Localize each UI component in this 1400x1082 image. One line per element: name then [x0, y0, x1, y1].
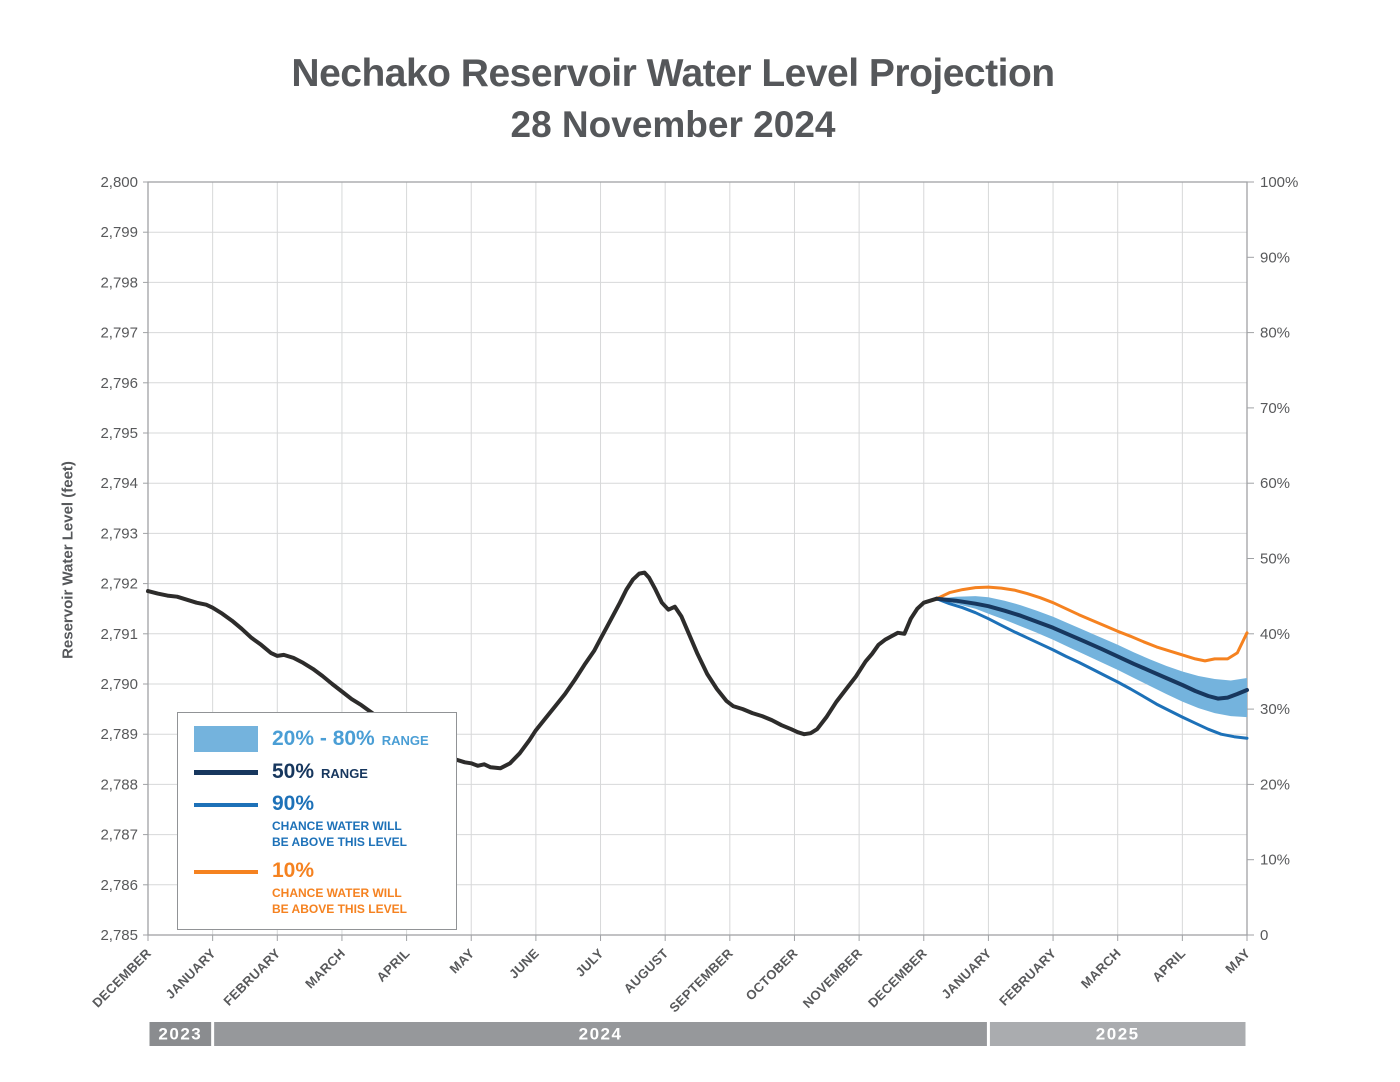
year-band-2023 — [149, 1022, 212, 1046]
y-left-tick-label: 2,800 — [100, 174, 138, 191]
y-right-tick-label: 20% — [1260, 776, 1290, 793]
legend-item-p10: 10% CHANCE WATER WILL BE ABOVE THIS LEVE… — [194, 859, 440, 917]
y-left-tick-label: 2,798 — [100, 274, 138, 291]
y-left-tick-label: 2,791 — [100, 626, 138, 643]
y-left-tick-label: 2,788 — [100, 776, 138, 793]
x-tick-label: JULY — [573, 946, 607, 980]
x-tick-label: MAY — [447, 946, 478, 977]
legend: 20% - 80% RANGE 50% RANGE 90% CHANCE WATER… — [177, 712, 457, 931]
legend-p10-desc-line2: BE ABOVE THIS LEVEL — [272, 901, 407, 916]
x-tick-label: JANUARY — [938, 946, 994, 1002]
y-left-tick-label: 2,796 — [100, 375, 138, 392]
p10-line-swatch — [194, 870, 258, 875]
series-range_20_80 — [936, 596, 1247, 718]
legend-p90-desc: CHANCE WATER WILL BE ABOVE THIS LEVEL — [272, 819, 407, 850]
y-right-tick-label: 50% — [1260, 551, 1290, 568]
chart-title: Nechako Reservoir Water Level Projection — [291, 52, 1055, 95]
y-left-tick-label: 2,795 — [100, 425, 138, 442]
legend-item-p90: 90% CHANCE WATER WILL BE ABOVE THIS LEVE… — [194, 792, 440, 850]
x-tick-label: FEBRUARY — [220, 946, 283, 1009]
legend-p50-text: 50% RANGE — [272, 760, 368, 784]
y-left-tick-label: 2,794 — [100, 475, 138, 492]
x-tick-label: SEPTEMBER — [666, 945, 736, 1015]
y-left-tick-label: 2,786 — [100, 877, 138, 894]
x-tick-label: AUGUST — [621, 946, 672, 997]
y-right-tick-label: 10% — [1260, 852, 1290, 869]
x-tick-label: MARCH — [302, 946, 348, 992]
legend-range-suffix: RANGE — [381, 733, 429, 748]
year-band-2024 — [214, 1022, 987, 1046]
year-bands: 2023 2024 2025 — [149, 1022, 1246, 1046]
series-p90 — [935, 597, 1249, 740]
legend-p90-label: 90% — [272, 792, 315, 815]
year-band-label: 2025 — [1096, 1025, 1140, 1044]
x-tick-label: FEBRUARY — [996, 946, 1059, 1009]
chart-title-block: Nechako Reservoir Water Level Projection… — [0, 52, 1346, 146]
x-tick-label: APRIL — [373, 946, 412, 985]
y-left-tick-label: 2,793 — [100, 525, 138, 542]
x-tick-label: JUNE — [506, 946, 542, 982]
legend-p50-suffix: RANGE — [321, 766, 368, 781]
legend-p50-label: 50% — [272, 760, 315, 783]
range-band-swatch — [194, 726, 258, 752]
y-right-tick-label: 60% — [1260, 475, 1290, 492]
legend-range-text: 20% - 80% RANGE — [272, 727, 429, 751]
chart-subtitle: 28 November 2024 — [510, 104, 836, 145]
p90-line-swatch — [194, 803, 258, 807]
legend-p10-text: 10% CHANCE WATER WILL BE ABOVE THIS LEVE… — [272, 859, 407, 917]
x-tick-label: DECEMBER — [89, 945, 154, 1010]
series-p10 — [935, 585, 1249, 663]
x-tick-label: APRIL — [1149, 946, 1188, 985]
legend-p10-desc: CHANCE WATER WILL BE ABOVE THIS LEVEL — [272, 886, 407, 917]
y-left-tick-label: 2,787 — [100, 827, 138, 844]
y-left-tick-label: 2,797 — [100, 325, 138, 342]
y-left-tick-label: 2,792 — [100, 576, 138, 593]
series-group — [146, 570, 1249, 771]
p50-line-swatch — [194, 769, 258, 775]
series-historical — [146, 570, 939, 771]
y-left-tick-label: 2,790 — [100, 676, 138, 693]
year-band-2025 — [989, 1022, 1246, 1046]
legend-range-label: 20% - 80% — [272, 727, 375, 750]
y-right-tick-label: 30% — [1260, 701, 1290, 718]
y-right-tick-label: 70% — [1260, 400, 1290, 417]
x-tick-label: JANUARY — [163, 946, 219, 1002]
year-band-label: 2023 — [158, 1025, 202, 1044]
x-tick-label: DECEMBER — [865, 945, 930, 1010]
y-right-tick-label: 100% — [1260, 174, 1298, 191]
y-right-tick-label: 40% — [1260, 626, 1290, 643]
y-right-tick-label: 0 — [1260, 927, 1268, 944]
y-right-tick-label: 90% — [1260, 249, 1290, 266]
x-tick-label: MAY — [1222, 946, 1253, 977]
y-left-tick-label: 2,789 — [100, 726, 138, 743]
legend-p90-desc-line2: BE ABOVE THIS LEVEL — [272, 834, 407, 849]
y-left-tick-label: 2,799 — [100, 224, 138, 241]
x-tick-label: OCTOBER — [743, 945, 801, 1003]
y-left-tick-label: 2,785 — [100, 927, 138, 944]
legend-p90-desc-line1: CHANCE WATER WILL — [272, 819, 402, 833]
legend-p10-label: 10% — [272, 859, 315, 883]
year-band-label: 2024 — [579, 1025, 623, 1044]
legend-p10-desc-line1: CHANCE WATER WILL — [272, 886, 402, 901]
x-tick-label: NOVEMBER — [800, 945, 866, 1011]
y-right-tick-label: 80% — [1260, 325, 1290, 342]
x-tick-label: MARCH — [1078, 946, 1124, 992]
series-p50 — [934, 596, 1249, 701]
legend-p90-text: 90% CHANCE WATER WILL BE ABOVE THIS LEVE… — [272, 792, 407, 850]
legend-item-range: 20% - 80% RANGE — [194, 726, 440, 752]
legend-item-p50: 50% RANGE — [194, 760, 440, 784]
y-axis-label: Reservoir Water Level (feet) — [59, 461, 77, 659]
